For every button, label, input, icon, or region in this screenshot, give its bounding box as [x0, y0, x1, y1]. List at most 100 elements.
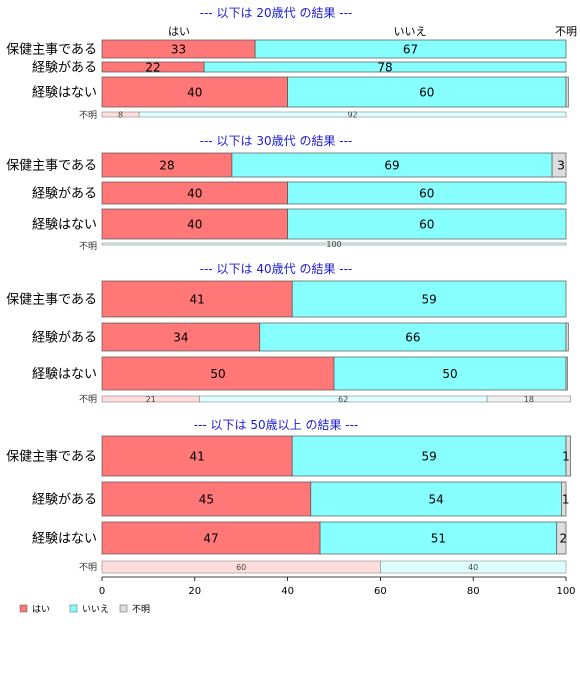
bar-segment — [101, 152, 233, 178]
bar-segment — [101, 435, 293, 477]
bar-segment — [565, 76, 569, 108]
data-label: 59 — [421, 450, 436, 464]
bar-segment — [556, 521, 567, 555]
bar-segment — [101, 76, 288, 108]
bar-segment — [565, 322, 569, 352]
bar-segment — [565, 356, 568, 391]
bar-segment — [101, 481, 312, 517]
unknown-row-label: 不明 — [79, 241, 97, 252]
bar-segment — [101, 322, 261, 352]
unknown-bar-segment — [138, 111, 567, 118]
category-label: 保健主事である — [6, 293, 97, 308]
unknown-bar-label: 92 — [347, 111, 357, 120]
data-label: 3 — [557, 159, 565, 173]
bar-segment — [259, 322, 567, 352]
panel-title: --- 以下は 20歳代 の結果 --- — [200, 6, 353, 20]
unknown-bar: 不明 8 92 — [79, 110, 567, 121]
x-tick-label: 100 — [556, 586, 575, 597]
category-label: 保健主事である — [6, 450, 97, 465]
x-tick-label: 80 — [467, 586, 480, 597]
header-label-yes: はい — [168, 25, 190, 38]
bar-row: 経験はない 50 50 — [32, 356, 568, 391]
unknown-bar-label: 100 — [326, 240, 341, 249]
category-label: 経験がある — [32, 187, 97, 202]
bar-segment — [101, 208, 288, 240]
category-label: 経験がある — [32, 493, 97, 508]
bar-row: 経験はない 47 51 2 — [32, 521, 568, 555]
unknown-row-label: 不明 — [79, 394, 97, 405]
legend-label: 不明 — [132, 604, 150, 615]
bar-row: 経験がある 34 66 — [32, 322, 569, 352]
unknown-bar-segment — [380, 560, 567, 574]
header-label-no: いいえ — [394, 25, 427, 38]
bar-row: 経験はない 40 60 — [32, 76, 569, 108]
legend-label: いいえ — [82, 604, 109, 615]
data-label: 51 — [431, 532, 446, 546]
unknown-bar-label: 40 — [468, 563, 478, 572]
bar-segment — [101, 280, 293, 318]
header-label-unknown: 不明 — [555, 25, 577, 38]
bar-row: 経験がある 45 54 1 — [32, 481, 570, 517]
data-label: 67 — [403, 43, 418, 57]
bar-segment — [291, 435, 567, 477]
unknown-row-label: 不明 — [79, 562, 97, 573]
data-label: 1 — [562, 493, 570, 507]
bar-row: 保健主事である 33 67 — [6, 39, 567, 59]
chart-panel: --- 以下は 20歳代 の結果 --- 保健主事である 33 67 経験がある 22 78… — [6, 6, 569, 121]
data-label: 50 — [442, 367, 457, 381]
data-label: 54 — [428, 493, 443, 507]
data-label: 59 — [421, 293, 436, 307]
category-label: 経験がある — [32, 331, 97, 346]
unknown-bar: 不明 60 40 — [79, 560, 567, 574]
bar-segment — [287, 181, 567, 205]
bar-segment — [287, 208, 567, 240]
data-label: 45 — [199, 493, 214, 507]
legend-label: はい — [32, 604, 50, 615]
category-label: 経験はない — [32, 218, 97, 233]
data-label: 1 — [562, 450, 570, 464]
bar-segment — [203, 61, 567, 73]
data-label: 41 — [189, 450, 204, 464]
data-label: 60 — [419, 86, 434, 100]
bar-segment — [254, 39, 567, 59]
data-label: 2 — [560, 532, 568, 546]
data-label: 34 — [173, 331, 188, 345]
bar-row: 保健主事である 41 59 1 — [6, 435, 571, 477]
panel-title: --- 以下は 50歳以上 の結果 --- — [194, 418, 359, 432]
x-tick-label: 60 — [374, 586, 387, 597]
data-label: 47 — [203, 532, 218, 546]
data-label: 41 — [189, 293, 204, 307]
panel-title: --- 以下は 30歳代 の結果 --- — [200, 134, 353, 148]
data-label: 69 — [384, 159, 399, 173]
data-label: 40 — [187, 218, 202, 232]
unknown-bar-label: 18 — [524, 395, 534, 404]
chart-panels: --- 以下は 20歳代 の結果 --- 保健主事である 33 67 経験がある 22 78… — [6, 6, 571, 574]
chart-panel: --- 以下は 40歳代 の結果 --- 保健主事である 41 59 経験がある 34 66… — [6, 262, 571, 405]
bar-row: 経験がある 40 60 — [32, 181, 567, 205]
bar-row: 経験はない 40 60 — [32, 208, 567, 240]
category-label: 経験はない — [32, 367, 97, 382]
category-label: 経験はない — [32, 86, 97, 101]
unknown-row-label: 不明 — [79, 110, 97, 121]
unknown-bar-segment — [486, 395, 571, 403]
data-label: 78 — [377, 61, 392, 75]
category-label: 経験がある — [32, 61, 97, 76]
data-label: 60 — [419, 187, 434, 201]
bar-segment — [565, 435, 571, 477]
data-label: 40 — [187, 86, 202, 100]
bar-segment — [291, 280, 567, 318]
category-label: 保健主事である — [6, 159, 97, 174]
bar-row: 保健主事である 28 69 3 — [6, 152, 567, 178]
unknown-bar: 不明 100 — [79, 240, 567, 252]
category-label: 保健主事である — [6, 43, 97, 58]
data-label: 66 — [405, 331, 420, 345]
unknown-bar-segment — [101, 242, 567, 246]
legend: はい いいえ 不明 — [19, 604, 150, 615]
unknown-bar-label: 8 — [118, 111, 123, 120]
data-label: 60 — [419, 218, 434, 232]
x-tick-label: 20 — [188, 586, 201, 597]
x-tick-label: 40 — [281, 586, 294, 597]
data-label: 40 — [187, 187, 202, 201]
legend-swatch — [69, 604, 78, 613]
